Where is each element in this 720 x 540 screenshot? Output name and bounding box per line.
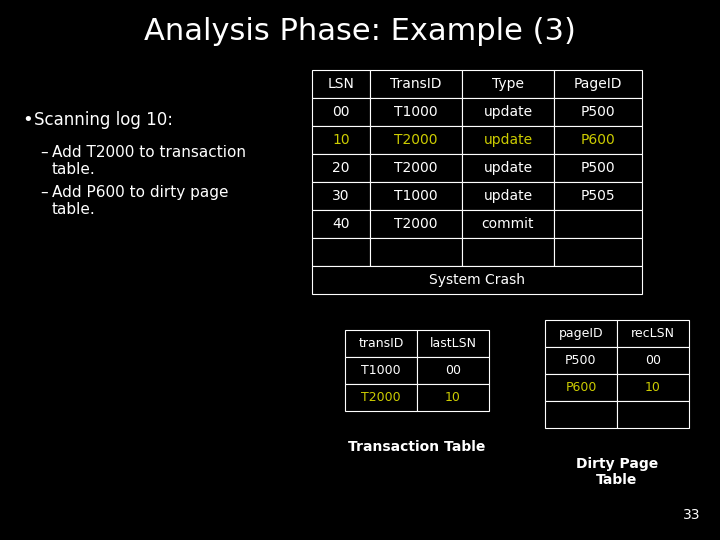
Text: LSN: LSN: [328, 77, 354, 91]
Text: update: update: [483, 133, 533, 147]
Bar: [462, 154, 554, 182]
Text: update: update: [483, 189, 533, 203]
Bar: [312, 126, 370, 154]
Bar: [554, 98, 642, 126]
Text: recLSN: recLSN: [631, 327, 675, 340]
Text: Dirty Page
Table: Dirty Page Table: [576, 457, 658, 487]
Bar: [545, 401, 617, 428]
Text: P600: P600: [580, 133, 616, 147]
Bar: [554, 70, 642, 98]
Text: T1000: T1000: [394, 105, 438, 119]
Bar: [617, 347, 689, 374]
Text: 40: 40: [332, 217, 350, 231]
Bar: [345, 330, 417, 357]
Text: Analysis Phase: Example (3): Analysis Phase: Example (3): [144, 17, 576, 46]
Text: update: update: [483, 161, 533, 175]
Bar: [417, 384, 489, 411]
Text: Transaction Table: Transaction Table: [348, 440, 486, 454]
Text: Add T2000 to transaction
table.: Add T2000 to transaction table.: [52, 145, 246, 178]
Bar: [554, 154, 642, 182]
Bar: [345, 357, 417, 384]
Bar: [312, 70, 370, 98]
Bar: [617, 320, 689, 347]
Text: P500: P500: [581, 105, 616, 119]
Text: P600: P600: [565, 381, 597, 394]
Bar: [617, 374, 689, 401]
Text: 10: 10: [332, 133, 350, 147]
Bar: [617, 401, 689, 428]
Bar: [417, 357, 489, 384]
Bar: [370, 182, 462, 210]
Text: –: –: [40, 185, 48, 200]
Text: T2000: T2000: [395, 133, 438, 147]
Bar: [370, 154, 462, 182]
Text: Add P600 to dirty page
table.: Add P600 to dirty page table.: [52, 185, 228, 218]
Bar: [312, 182, 370, 210]
Text: System Crash: System Crash: [429, 273, 525, 287]
Text: T2000: T2000: [361, 391, 401, 404]
Bar: [345, 384, 417, 411]
Text: T1000: T1000: [394, 189, 438, 203]
Bar: [462, 70, 554, 98]
Text: T2000: T2000: [395, 217, 438, 231]
Text: PageID: PageID: [574, 77, 622, 91]
Text: 20: 20: [332, 161, 350, 175]
Bar: [417, 330, 489, 357]
Text: transID: transID: [359, 337, 404, 350]
Text: 00: 00: [645, 354, 661, 367]
Bar: [370, 210, 462, 238]
Bar: [370, 126, 462, 154]
Text: P500: P500: [565, 354, 597, 367]
Bar: [545, 320, 617, 347]
Bar: [312, 154, 370, 182]
Bar: [312, 266, 642, 294]
Text: 00: 00: [332, 105, 350, 119]
Text: P500: P500: [581, 161, 616, 175]
Bar: [554, 182, 642, 210]
Text: Scanning log 10:: Scanning log 10:: [34, 111, 173, 129]
Bar: [370, 238, 462, 266]
Bar: [462, 182, 554, 210]
Text: 33: 33: [683, 508, 700, 522]
Text: •: •: [22, 111, 32, 129]
Text: lastLSN: lastLSN: [430, 337, 477, 350]
Text: commit: commit: [482, 217, 534, 231]
Text: pageID: pageID: [559, 327, 603, 340]
Bar: [370, 70, 462, 98]
Bar: [462, 238, 554, 266]
Text: 10: 10: [645, 381, 661, 394]
Bar: [312, 98, 370, 126]
Text: TransID: TransID: [390, 77, 442, 91]
Bar: [554, 126, 642, 154]
Text: 30: 30: [332, 189, 350, 203]
Bar: [545, 374, 617, 401]
Text: 10: 10: [445, 391, 461, 404]
Bar: [554, 210, 642, 238]
Text: 00: 00: [445, 364, 461, 377]
Bar: [312, 210, 370, 238]
Text: Type: Type: [492, 77, 524, 91]
Bar: [462, 210, 554, 238]
Bar: [462, 98, 554, 126]
Text: –: –: [40, 145, 48, 160]
Text: T1000: T1000: [361, 364, 401, 377]
Bar: [312, 238, 370, 266]
Bar: [545, 347, 617, 374]
Bar: [554, 238, 642, 266]
Text: P505: P505: [581, 189, 616, 203]
Bar: [462, 126, 554, 154]
Text: update: update: [483, 105, 533, 119]
Bar: [370, 98, 462, 126]
Text: T2000: T2000: [395, 161, 438, 175]
